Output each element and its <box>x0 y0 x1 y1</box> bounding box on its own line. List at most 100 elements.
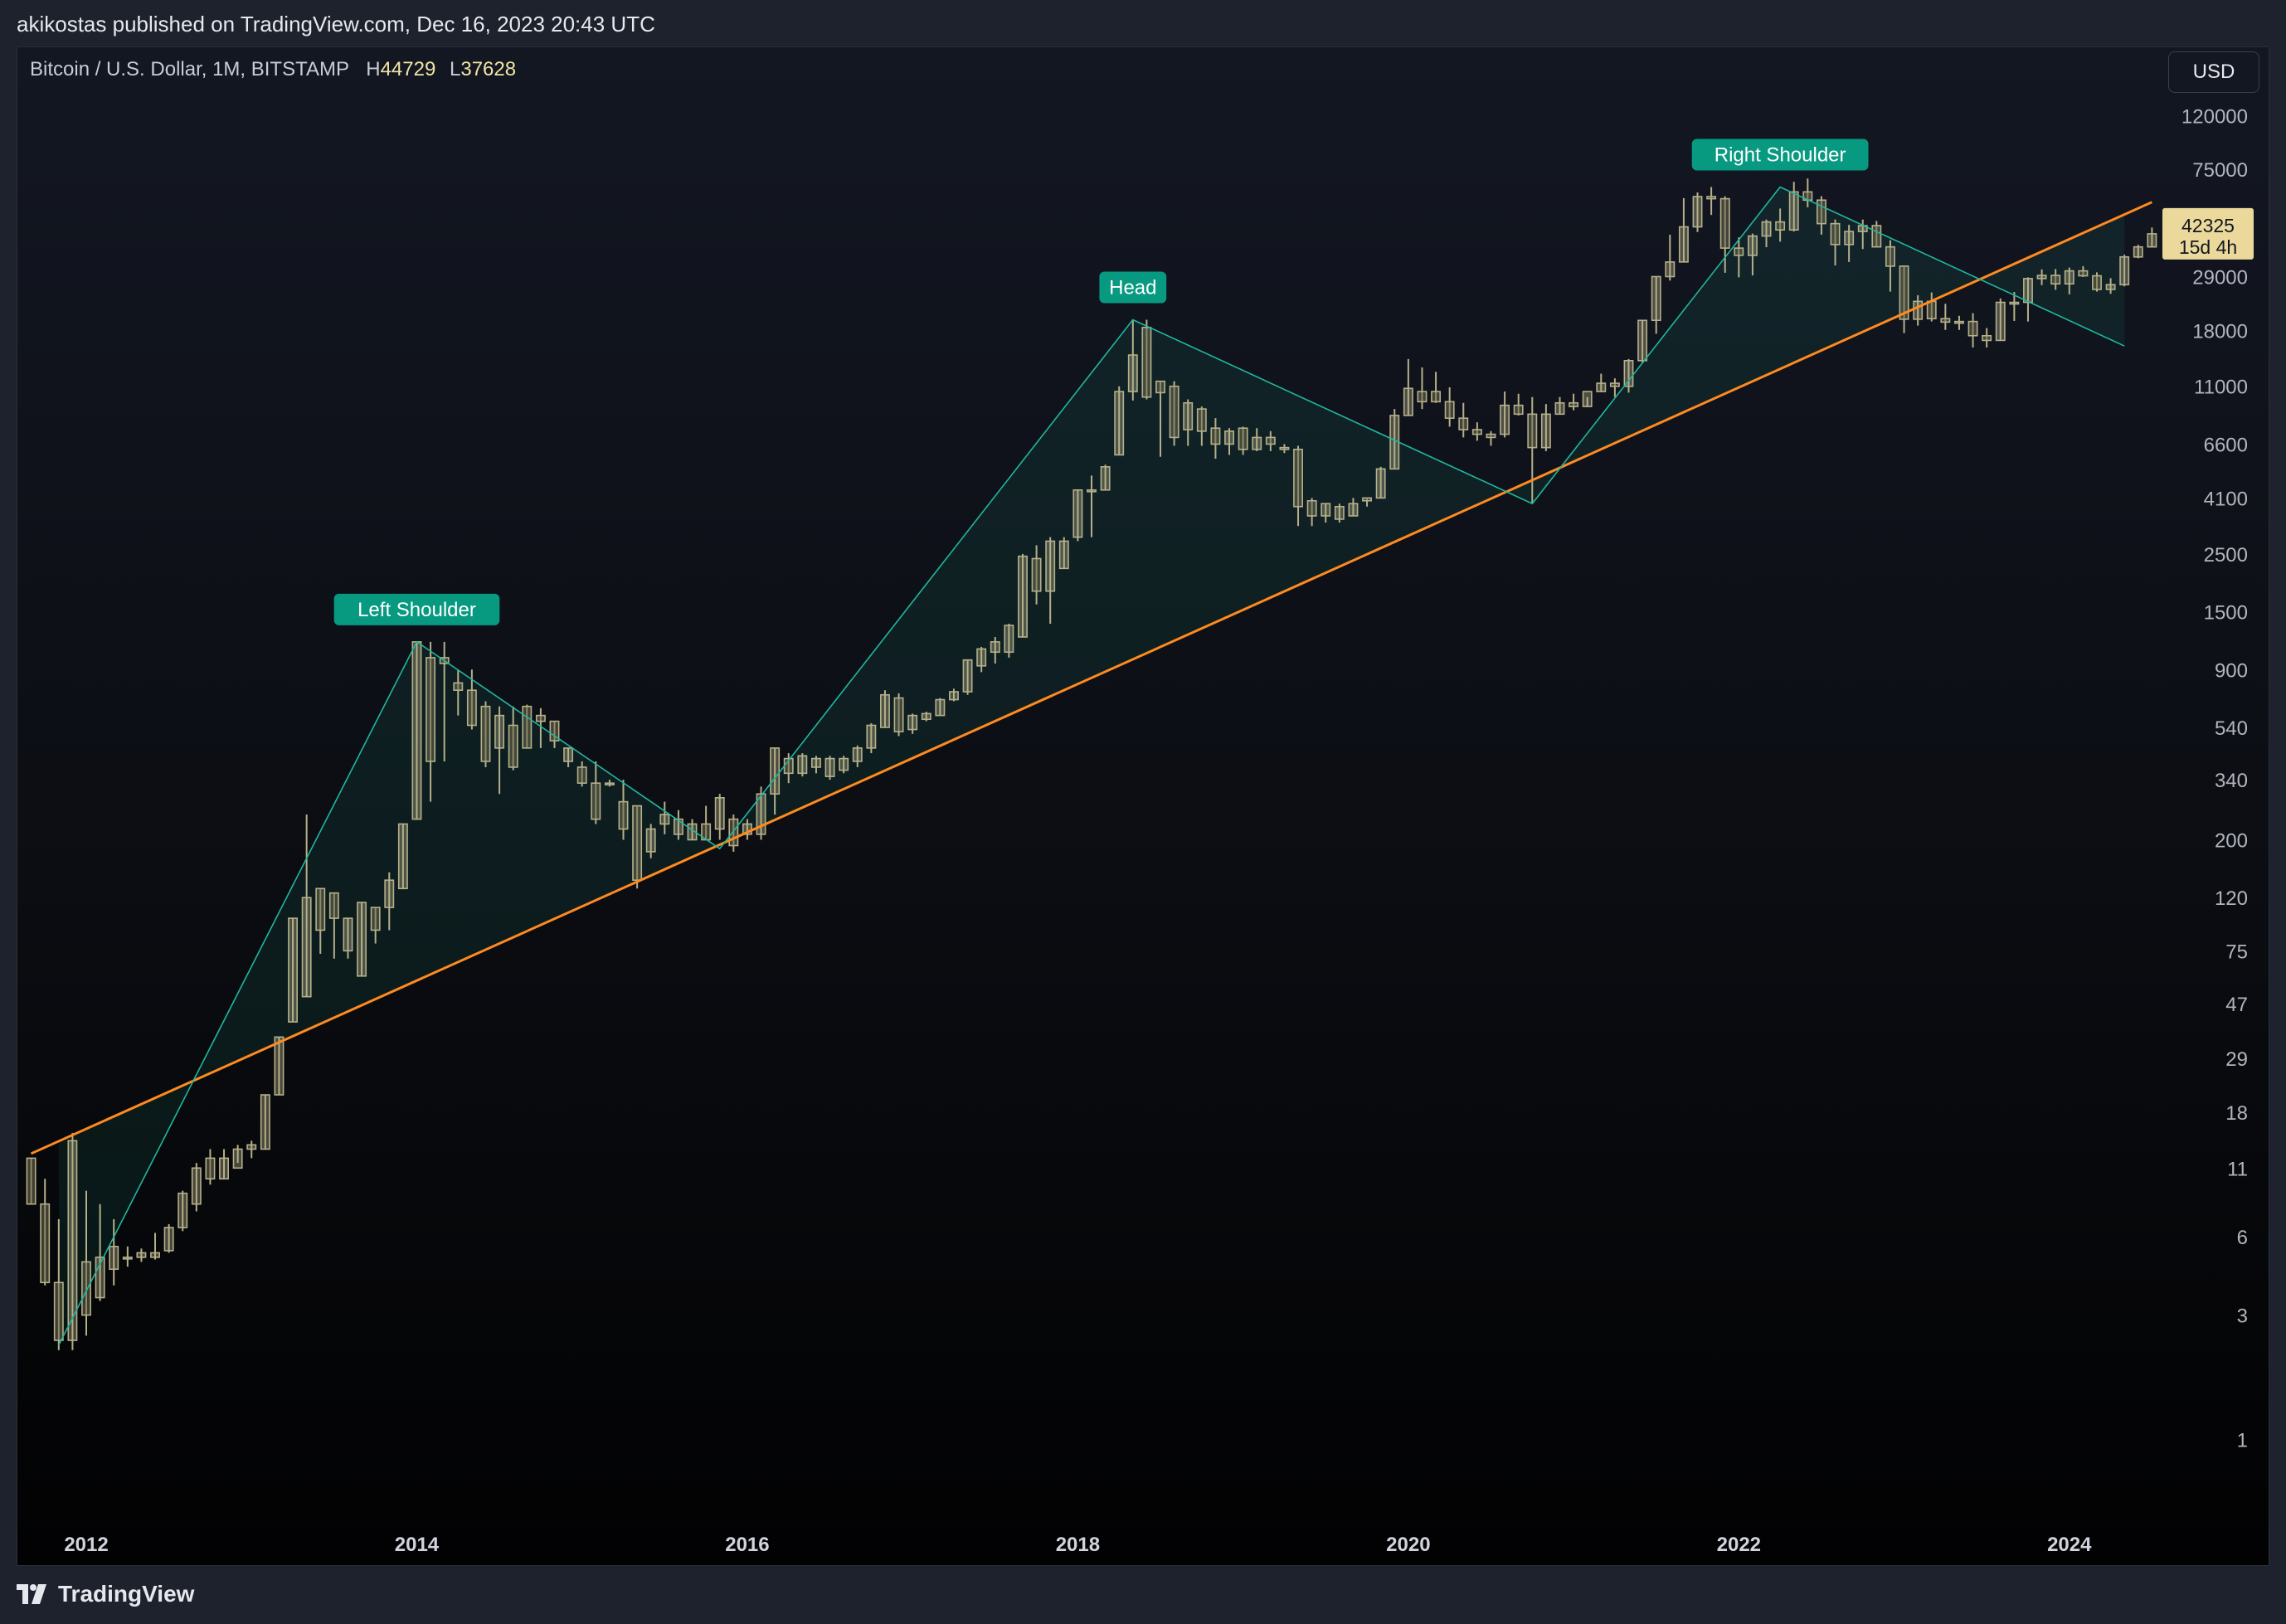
candle-body <box>1458 417 1469 430</box>
candle <box>1596 373 1607 392</box>
candle-body <box>480 705 491 762</box>
candle <box>1155 380 1165 457</box>
pattern-label[interactable]: Head <box>1099 271 1167 304</box>
tradingview-logo[interactable]: TradingView <box>17 1581 194 1607</box>
candle-body <box>1734 247 1744 256</box>
candle-body <box>1513 404 1524 416</box>
candle <box>2119 255 2130 287</box>
candle <box>1031 545 1042 605</box>
candle-body <box>756 793 766 835</box>
head-shoulders-pattern[interactable] <box>58 186 2125 1346</box>
candle-body <box>535 714 546 722</box>
candle-body <box>1334 505 1345 520</box>
candle-body <box>494 714 505 749</box>
price-tag-value: 42325 <box>2181 215 2235 236</box>
candle <box>797 753 808 777</box>
y-tick-label: 75 <box>2225 941 2248 963</box>
x-tick-label: 2020 <box>1386 1534 1430 1556</box>
candle <box>411 641 422 820</box>
candle <box>1513 393 1524 416</box>
x-tick-label: 2014 <box>395 1534 440 1556</box>
candle-body <box>53 1281 64 1341</box>
candle-body <box>1761 221 1772 237</box>
candle <box>95 1203 105 1301</box>
candle-body <box>1127 354 1138 392</box>
candle-body <box>604 782 615 785</box>
candle <box>2023 277 2033 322</box>
candle <box>357 902 367 977</box>
candle-body <box>714 797 725 830</box>
candle <box>1540 404 1551 451</box>
candle <box>962 659 973 695</box>
y-tick-label: 75000 <box>2192 159 2248 182</box>
candle-body <box>687 823 698 841</box>
pattern-label[interactable]: Left Shoulder <box>333 593 500 625</box>
support-trendline[interactable] <box>30 201 2153 1155</box>
candle <box>949 688 959 702</box>
candle-body <box>1265 436 1276 445</box>
candle-body <box>852 747 863 762</box>
candle-body <box>1210 427 1221 445</box>
candle-body <box>357 902 367 977</box>
y-tick-label: 2500 <box>2204 544 2248 566</box>
candle-body <box>907 714 918 731</box>
currency-button[interactable]: USD <box>2168 51 2259 93</box>
bottom-bar <box>0 1566 2286 1624</box>
candle-body <box>1665 261 1676 278</box>
candle-body <box>1596 382 1607 392</box>
candle <box>26 1157 36 1205</box>
candle-body <box>1913 300 1924 320</box>
candle-body <box>1058 540 1069 570</box>
candle <box>728 814 739 852</box>
candle <box>1114 386 1125 456</box>
candle-body <box>1141 327 1152 398</box>
candle <box>1169 381 1179 446</box>
candle-body <box>1775 221 1786 231</box>
pattern-label[interactable]: Right Shoulder <box>1691 139 1869 171</box>
candle <box>1967 313 1978 348</box>
candle-body <box>1114 391 1125 456</box>
candle <box>907 713 918 734</box>
candle-body <box>1582 391 1593 407</box>
candle-body <box>1279 446 1290 450</box>
candle <box>1651 275 1661 334</box>
candle <box>659 801 670 834</box>
candle-body <box>122 1257 133 1260</box>
candle-body <box>1224 430 1234 445</box>
tradingview-logo-icon <box>17 1584 46 1604</box>
candle-body <box>1196 408 1207 432</box>
candle-body <box>95 1257 105 1299</box>
candle-body <box>1087 489 1097 493</box>
candle-body <box>1788 191 1799 231</box>
candle <box>1623 358 1634 393</box>
candle-body <box>508 724 518 768</box>
candle-body <box>1417 391 1428 403</box>
candle <box>426 641 436 802</box>
tradingview-brand: TradingView <box>58 1581 195 1607</box>
candle <box>1844 225 1855 262</box>
candle <box>1788 182 1799 232</box>
candle <box>1554 396 1565 416</box>
candle-body <box>150 1252 160 1258</box>
candle-body <box>219 1157 229 1180</box>
y-tick-label: 6600 <box>2204 434 2248 456</box>
candle-body <box>1375 468 1386 499</box>
candle <box>1706 187 1717 216</box>
candle-body <box>1623 360 1634 387</box>
candle-body <box>1678 226 1689 263</box>
price-tag-bg <box>2162 207 2254 260</box>
candle <box>604 780 615 787</box>
candle <box>673 810 683 840</box>
candle <box>990 637 1000 664</box>
candle-body <box>591 782 601 820</box>
candle-body <box>618 800 629 830</box>
candle-body <box>563 747 574 762</box>
candle <box>1183 399 1194 446</box>
candle <box>1018 553 1028 638</box>
candle <box>1637 319 1648 363</box>
candle-body <box>673 818 683 835</box>
candle <box>921 712 931 722</box>
candle <box>1692 192 1703 232</box>
